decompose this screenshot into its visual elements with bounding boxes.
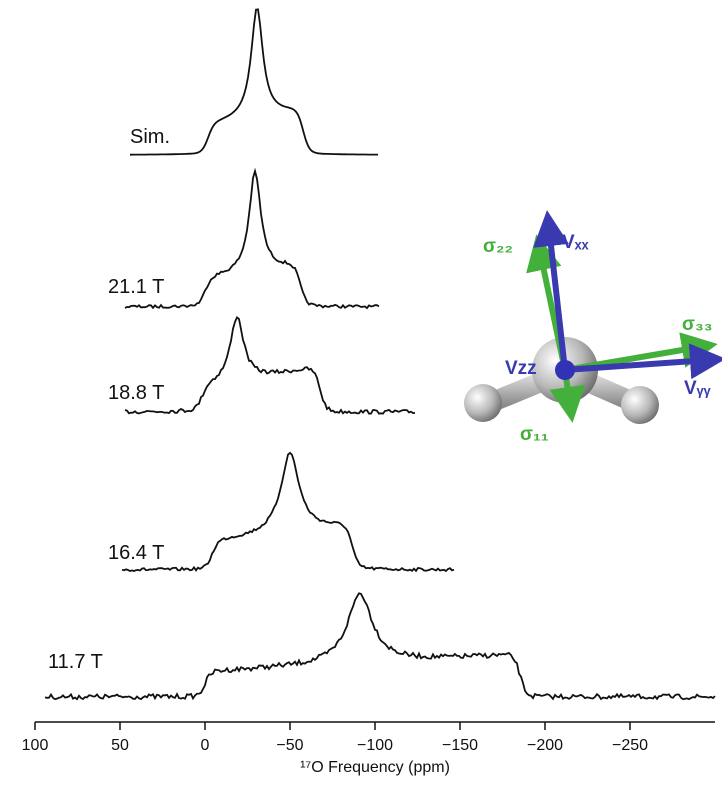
spectrum [130,8,378,156]
spectra [44,8,716,701]
x-tick-label: 100 [22,737,49,754]
molecule [464,210,722,424]
tensor-label: σ₂₂ [483,236,513,257]
x-tick-label: −250 [612,737,648,754]
x-axis-label: ¹⁷O Frequency (ppm) [300,759,450,776]
spectrum [124,315,416,415]
tensor-label: σ₃₃ [682,314,713,335]
spectrum [121,451,455,573]
x-tick-label: −200 [527,737,563,754]
spectrum [44,592,716,701]
tensor-label: Vzz [505,358,537,379]
tensor-label: σ₁₁ [520,424,549,445]
x-tick-label: −50 [276,737,303,754]
spectrum-label: 21.1 T [108,276,164,298]
x-tick-label: 0 [201,737,210,754]
tensor-label: Vᵧᵧ [684,378,712,399]
spectrum-label: Sim. [130,126,170,148]
spectrum-label: 16.4 T [108,542,164,564]
tensor-label: Vₓₓ [562,232,589,253]
spectrum [124,167,380,310]
spectrum-label: 18.8 T [108,382,164,404]
x-tick-label: −100 [357,737,393,754]
spectrum-label: 11.7 T [48,651,103,673]
x-tick-label: −150 [442,737,478,754]
x-tick-label: 50 [111,737,129,754]
